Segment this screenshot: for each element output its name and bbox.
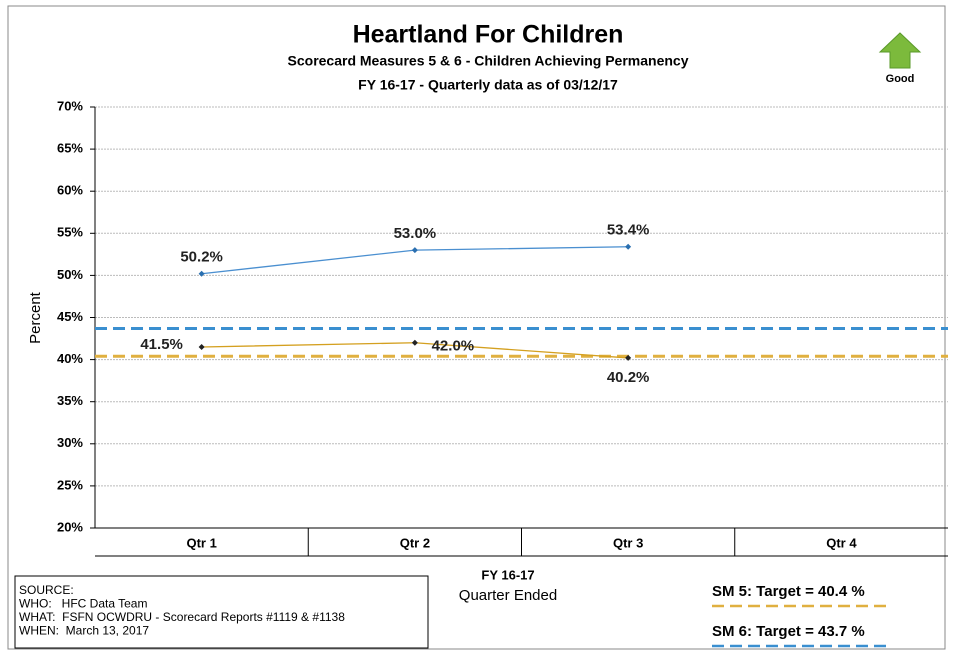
data-marker <box>625 354 632 361</box>
data-label: 50.2% <box>180 249 223 266</box>
indicator-label: Good <box>886 73 915 85</box>
source-line: WHEN: March 13, 2017 <box>19 624 149 638</box>
data-marker <box>198 343 205 350</box>
x-tick-label: Qtr 3 <box>613 535 643 550</box>
y-tick-label: 60% <box>57 183 83 198</box>
x-tick-label: Qtr 4 <box>826 535 857 550</box>
source-box <box>14 575 429 649</box>
x-tick-label: Qtr 1 <box>186 535 216 550</box>
data-label: 53.4% <box>607 222 650 239</box>
data-marker <box>411 339 418 346</box>
source-line: WHAT: FSFN OCWDRU - Scorecard Reports #1… <box>19 610 345 624</box>
y-tick-label: 40% <box>57 351 83 366</box>
y-tick-label: 25% <box>57 477 83 492</box>
y-tick-label: 45% <box>57 309 83 324</box>
data-marker <box>625 243 632 250</box>
y-tick-label: 70% <box>57 98 83 113</box>
data-label: 40.2% <box>607 369 650 386</box>
chart-subtitle: Scorecard Measures 5 & 6 - Children Achi… <box>288 53 689 69</box>
source-line: WHO: HFC Data Team <box>19 597 147 611</box>
chart-title: Heartland For Children <box>353 21 624 49</box>
y-tick-label: 20% <box>57 519 83 534</box>
data-label: 41.5% <box>140 336 183 353</box>
y-tick-label: 65% <box>57 141 83 156</box>
data-marker <box>411 247 418 254</box>
y-axis-label: Percent <box>27 291 44 344</box>
target-label: SM 5: Target = 40.4 % <box>712 583 865 600</box>
target-label: SM 6: Target = 43.7 % <box>712 623 865 640</box>
data-label: 42.0% <box>432 338 475 355</box>
y-tick-label: 55% <box>57 225 83 240</box>
chart-subtitle: FY 16-17 - Quarterly data as of 03/12/17 <box>358 77 618 93</box>
x-axis-label: FY 16-17 <box>481 567 534 582</box>
x-axis-label: Quarter Ended <box>459 587 557 604</box>
y-tick-label: 35% <box>57 393 83 408</box>
data-marker <box>198 270 205 277</box>
y-tick-label: 50% <box>57 267 83 282</box>
y-tick-label: 30% <box>57 435 83 450</box>
good-arrow <box>878 32 922 69</box>
source-line: SOURCE: <box>19 583 74 597</box>
x-tick-label: Qtr 2 <box>400 535 430 550</box>
data-label: 53.0% <box>394 225 437 242</box>
